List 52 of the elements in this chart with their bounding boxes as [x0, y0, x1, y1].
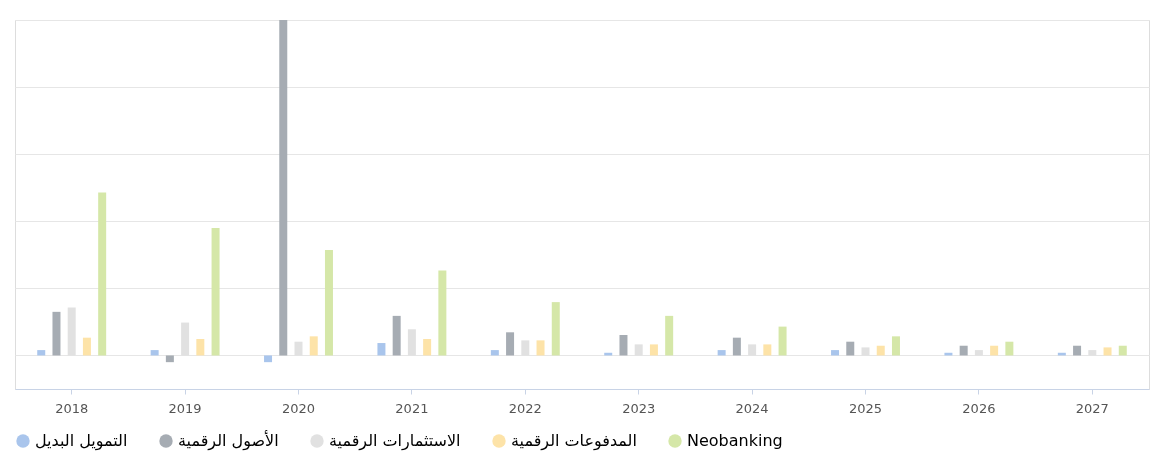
bar: [506, 332, 515, 356]
bar: [392, 315, 401, 356]
bar: [37, 350, 46, 356]
x-tick-label: 2024: [735, 400, 769, 416]
bar: [165, 355, 174, 363]
bar: [551, 302, 560, 356]
x-tick-label: 2019: [168, 400, 202, 416]
bar: [196, 339, 205, 356]
x-tick-label: 2018: [55, 400, 89, 416]
bar: [959, 345, 968, 356]
bar: [423, 339, 432, 356]
bar: [649, 344, 658, 356]
x-tick-label: 2021: [395, 400, 429, 416]
bar: [831, 350, 840, 356]
bar: [1005, 341, 1014, 356]
bar: [891, 336, 900, 356]
x-tick-label: 2023: [622, 400, 656, 416]
x-tick-label: 2022: [508, 400, 542, 416]
bar: [990, 345, 999, 356]
bar: [279, 20, 288, 356]
bar: [665, 315, 674, 356]
bar: [732, 337, 741, 356]
legend-label: التمويل البديل: [35, 431, 128, 451]
bar: [717, 350, 726, 356]
bar: [1103, 347, 1112, 356]
bar: [1118, 345, 1127, 356]
bar: [52, 311, 61, 356]
bar: [876, 345, 885, 356]
legend-label: الاستثمارات الرقمية: [329, 431, 461, 451]
legend-label: Neobanking: [687, 431, 783, 450]
bar: [377, 343, 386, 356]
bar: [264, 355, 273, 363]
bar: [778, 326, 787, 356]
x-tick-label: 2027: [1075, 400, 1109, 416]
bar: [536, 340, 545, 356]
bar: [763, 344, 772, 356]
x-tick-label: 2020: [281, 400, 316, 416]
bar: [211, 227, 220, 356]
bar: [846, 341, 855, 356]
legend-label: المدفوعات الرقمية: [511, 431, 637, 451]
bar: [619, 334, 628, 356]
bar: [150, 350, 159, 356]
bar: [1073, 345, 1082, 356]
bar: [438, 270, 447, 356]
legend-label: الأصول الرقمية: [178, 430, 279, 451]
bar: [82, 337, 91, 356]
bar: [309, 336, 318, 356]
bar: [490, 350, 499, 356]
x-tick-label: 2026: [962, 400, 996, 416]
bar: [324, 250, 333, 356]
x-tick-label: 2025: [848, 400, 883, 416]
bar: [98, 192, 107, 356]
